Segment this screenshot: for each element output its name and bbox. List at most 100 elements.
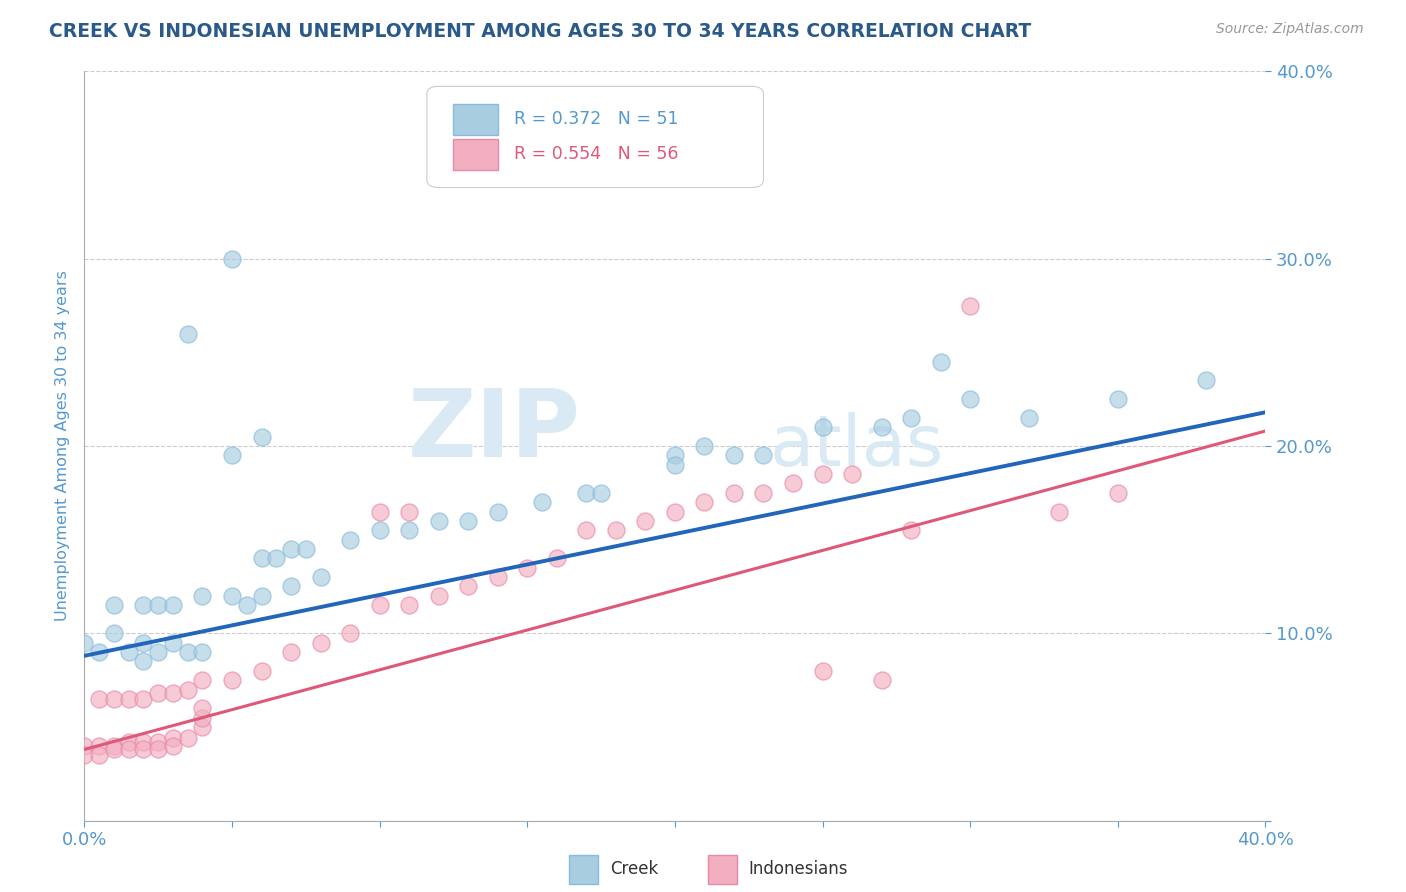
Point xyxy=(162,739,184,753)
Point xyxy=(118,735,141,749)
Point xyxy=(250,430,273,444)
Point xyxy=(811,467,834,482)
Point xyxy=(73,739,96,753)
Point xyxy=(280,580,302,594)
Point xyxy=(118,692,141,706)
Point xyxy=(959,298,981,313)
Point xyxy=(575,524,598,538)
Point xyxy=(575,486,598,500)
Point xyxy=(191,720,214,734)
Point xyxy=(191,589,214,603)
Point xyxy=(118,645,141,659)
FancyBboxPatch shape xyxy=(427,87,763,187)
Point xyxy=(103,742,125,756)
Point xyxy=(1107,392,1129,407)
Point xyxy=(132,655,155,669)
Point xyxy=(398,599,420,613)
Point xyxy=(1107,486,1129,500)
FancyBboxPatch shape xyxy=(453,103,498,135)
Point xyxy=(87,645,111,659)
Point xyxy=(87,747,111,762)
Point xyxy=(73,635,96,649)
Point xyxy=(132,742,155,756)
Point xyxy=(177,326,200,341)
Text: Indonesians: Indonesians xyxy=(748,861,848,879)
Point xyxy=(339,533,361,547)
Point xyxy=(280,542,302,557)
Point xyxy=(280,645,302,659)
Point xyxy=(295,542,318,557)
Text: CREEK VS INDONESIAN UNEMPLOYMENT AMONG AGES 30 TO 34 YEARS CORRELATION CHART: CREEK VS INDONESIAN UNEMPLOYMENT AMONG A… xyxy=(49,22,1032,41)
FancyBboxPatch shape xyxy=(453,139,498,170)
Point xyxy=(162,731,184,746)
Point xyxy=(177,731,200,746)
Point xyxy=(162,599,184,613)
Point xyxy=(368,599,391,613)
Point xyxy=(221,673,243,688)
Point xyxy=(103,692,125,706)
Point xyxy=(221,589,243,603)
Point xyxy=(427,589,450,603)
Point xyxy=(1047,505,1070,519)
Point xyxy=(634,514,657,528)
Point xyxy=(457,514,479,528)
Point xyxy=(103,599,125,613)
Point xyxy=(546,551,568,566)
Point xyxy=(236,599,259,613)
Point xyxy=(1018,411,1040,425)
Point xyxy=(191,710,214,724)
Point xyxy=(191,701,214,715)
Point xyxy=(811,664,834,678)
Point xyxy=(148,645,170,659)
Point xyxy=(368,505,391,519)
Point xyxy=(752,449,775,463)
Point xyxy=(191,673,214,688)
Point xyxy=(148,735,170,749)
Point xyxy=(900,411,922,425)
Point xyxy=(664,449,686,463)
Point xyxy=(811,420,834,434)
Point xyxy=(959,392,981,407)
Point xyxy=(752,486,775,500)
Point xyxy=(118,742,141,756)
FancyBboxPatch shape xyxy=(568,855,598,884)
Point xyxy=(457,580,479,594)
Point xyxy=(693,495,716,509)
Point xyxy=(191,645,214,659)
Point xyxy=(132,692,155,706)
Point xyxy=(132,599,155,613)
Point xyxy=(250,664,273,678)
Point xyxy=(398,524,420,538)
Point xyxy=(87,692,111,706)
Point xyxy=(398,505,420,519)
Point xyxy=(531,495,554,509)
Point xyxy=(132,635,155,649)
Point xyxy=(929,355,952,369)
Point xyxy=(221,252,243,266)
Point xyxy=(103,626,125,640)
Point xyxy=(427,514,450,528)
Point xyxy=(693,439,716,453)
Point xyxy=(148,686,170,700)
FancyBboxPatch shape xyxy=(709,855,738,884)
Text: atlas: atlas xyxy=(769,411,943,481)
Point xyxy=(516,561,538,575)
Point xyxy=(250,589,273,603)
Point xyxy=(266,551,288,566)
Point xyxy=(309,635,332,649)
Point xyxy=(486,505,509,519)
Y-axis label: Unemployment Among Ages 30 to 34 years: Unemployment Among Ages 30 to 34 years xyxy=(55,270,70,622)
Point xyxy=(339,626,361,640)
Point xyxy=(664,458,686,472)
Point xyxy=(841,467,863,482)
Point xyxy=(177,682,200,697)
Point xyxy=(177,645,200,659)
Point xyxy=(368,524,391,538)
Text: Creek: Creek xyxy=(610,861,658,879)
Point xyxy=(723,449,745,463)
Point xyxy=(782,476,804,491)
Text: R = 0.554   N = 56: R = 0.554 N = 56 xyxy=(515,145,679,162)
Text: R = 0.372   N = 51: R = 0.372 N = 51 xyxy=(515,110,679,128)
Point xyxy=(427,112,450,126)
Point xyxy=(1195,374,1218,388)
